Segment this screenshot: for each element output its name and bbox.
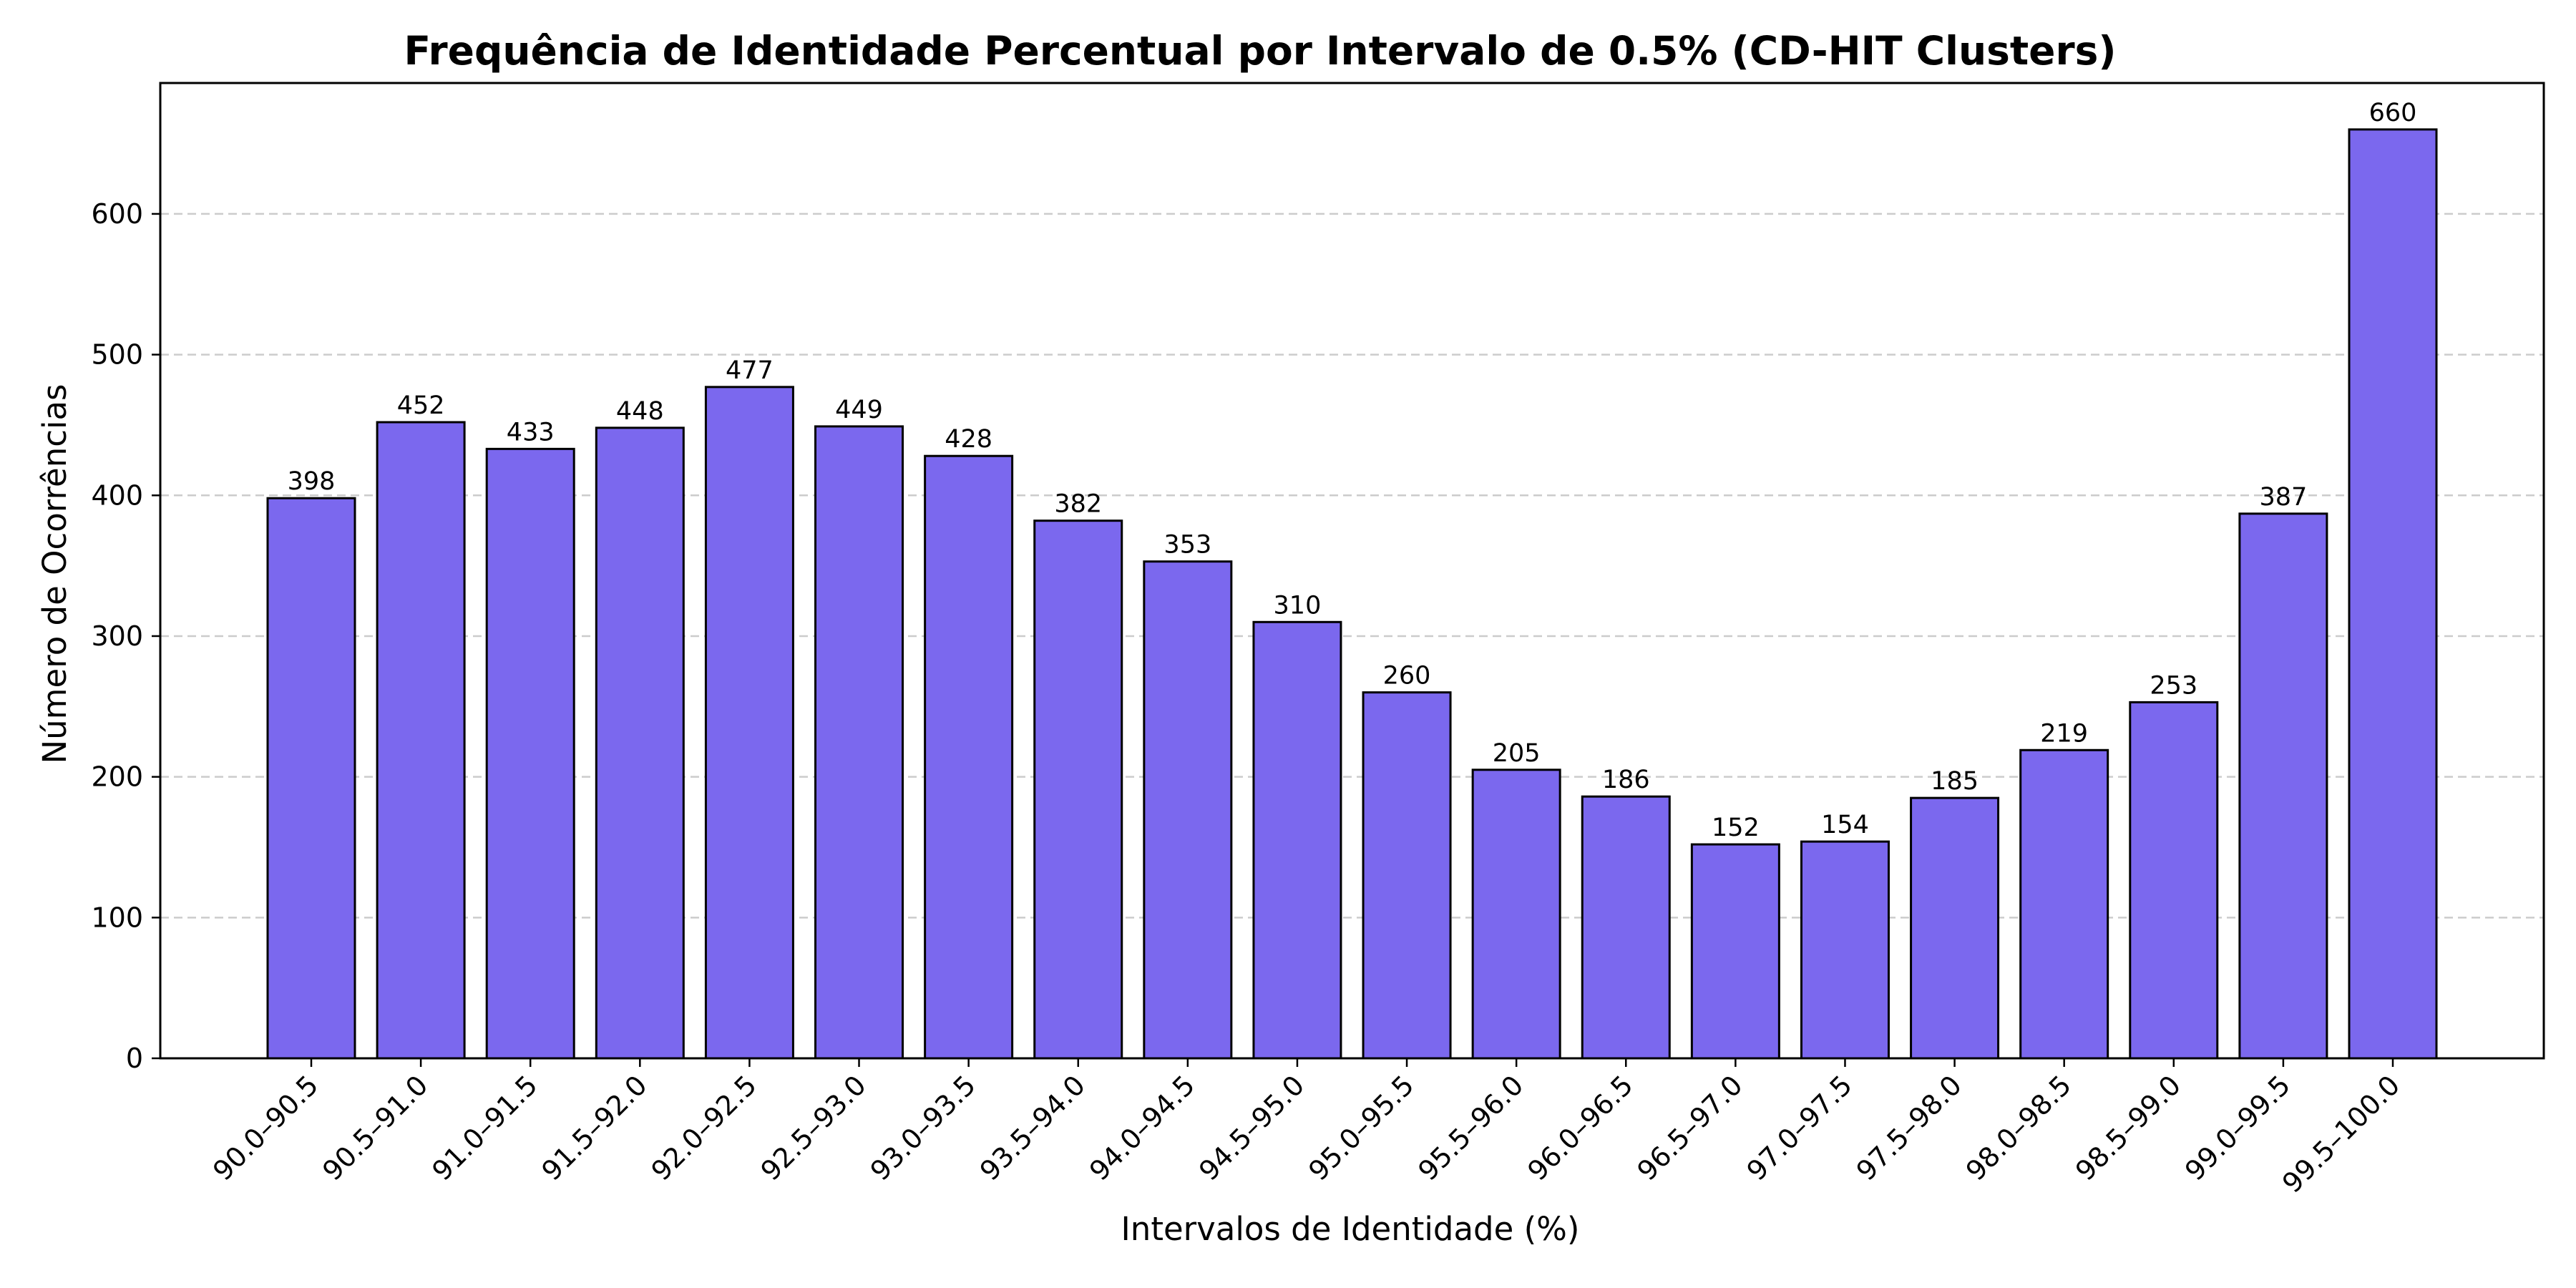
bar-value-label: 185 (1931, 767, 1979, 796)
y-tick-label: 100 (91, 902, 143, 933)
bar-value-label: 449 (835, 396, 883, 424)
y-tick-label: 400 (91, 479, 143, 511)
bar-value-label: 428 (945, 425, 992, 454)
bar (1690, 843, 1780, 1060)
bar (2238, 512, 2328, 1060)
bar-value-label: 219 (2040, 719, 2088, 748)
y-axis-label: Número de Ocorrências (36, 384, 74, 764)
bar (1033, 519, 1123, 1060)
y-tick-label: 500 (91, 339, 143, 371)
y-tick-label: 600 (91, 198, 143, 230)
bar (814, 425, 904, 1060)
bar (2129, 701, 2219, 1060)
bar-value-label: 310 (1274, 591, 1322, 620)
bar-value-label: 433 (507, 418, 555, 447)
bar-value-label: 448 (616, 397, 664, 426)
bar-value-label: 387 (2259, 483, 2307, 512)
bar-value-label: 382 (1054, 490, 1102, 519)
bar (924, 454, 1014, 1060)
bar (1581, 795, 1671, 1060)
y-tick-label: 300 (91, 620, 143, 652)
bar-value-label: 452 (397, 391, 445, 420)
bar-value-label: 353 (1163, 531, 1211, 560)
bar-value-label: 253 (2150, 671, 2197, 700)
bar (1910, 796, 2000, 1060)
bar (1362, 691, 1452, 1060)
bar (485, 447, 575, 1060)
bar-value-label: 260 (1383, 662, 1431, 691)
bar-value-label: 660 (2369, 99, 2417, 127)
bar-value-label: 154 (1821, 811, 1869, 839)
bar (266, 497, 356, 1060)
axes-frame (159, 82, 2545, 1060)
bar-layer: 398 452 433 448 477 449 428 382 353 310 260 205 186 1… (266, 99, 2438, 1060)
bar-value-label: 152 (1712, 814, 1760, 842)
chart-title: Frequência de Identidade Percentual por … (404, 28, 2117, 74)
y-tick-label: 200 (91, 761, 143, 793)
bar (1800, 840, 1890, 1060)
bar (376, 421, 466, 1060)
bar (1471, 769, 1561, 1060)
bar (2019, 748, 2109, 1060)
y-tick-label: 0 (126, 1043, 143, 1074)
bar (2348, 128, 2438, 1060)
bar (1252, 620, 1342, 1060)
bar (704, 386, 794, 1060)
bar-value-label: 398 (288, 467, 336, 496)
x-axis-label: Intervalos de Identidade (%) (1121, 1210, 1580, 1248)
bar-value-label: 186 (1602, 766, 1650, 794)
bar-value-label: 477 (726, 356, 774, 385)
bar (1143, 560, 1233, 1060)
bar (595, 426, 685, 1060)
bar-value-label: 205 (1493, 739, 1541, 768)
